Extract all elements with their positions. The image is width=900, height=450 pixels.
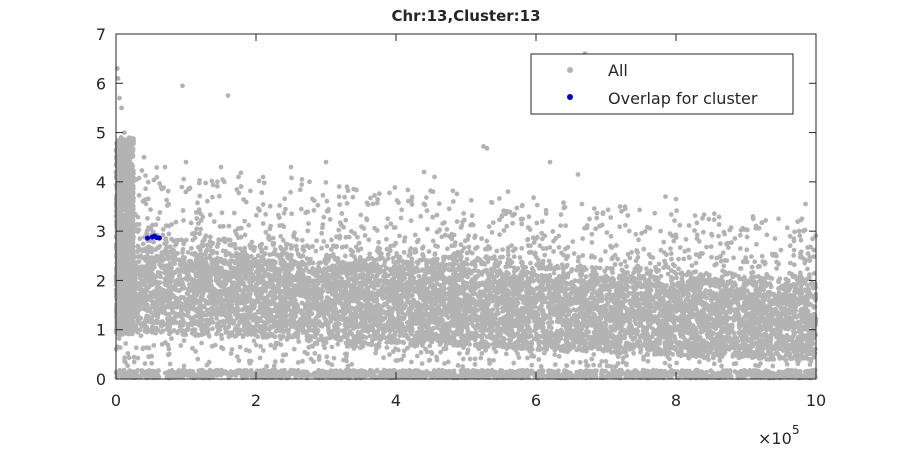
overlap-point bbox=[156, 235, 162, 241]
plot-frame bbox=[115, 33, 817, 380]
chart-title: Chr:13,Cluster:13 bbox=[391, 7, 540, 25]
series-all-dots bbox=[113, 51, 819, 381]
y-tick-label: 6 bbox=[96, 74, 106, 93]
legend: All Overlap for cluster bbox=[530, 53, 794, 115]
x-tick-label: 2 bbox=[251, 391, 261, 410]
y-axis: 0 1 2 3 4 5 6 7 bbox=[96, 25, 816, 389]
series-overlap-points bbox=[144, 233, 162, 241]
x-axis: 0 2 4 6 8 10 bbox=[111, 34, 826, 410]
y-tick-label: 2 bbox=[96, 271, 106, 290]
y-tick-label: 3 bbox=[96, 222, 106, 241]
legend-marker-overlap bbox=[567, 94, 573, 100]
x-tick-label: 4 bbox=[391, 391, 401, 410]
x-exponent: ×10 5 bbox=[758, 423, 800, 448]
legend-label-all: All bbox=[608, 61, 628, 80]
series-all-points bbox=[113, 51, 819, 381]
x-tick-label: 8 bbox=[671, 391, 681, 410]
y-tick-label: 4 bbox=[96, 173, 106, 192]
x-tick-label: 10 bbox=[806, 391, 826, 410]
y-tick-label: 7 bbox=[96, 25, 106, 44]
y-tick-label: 0 bbox=[96, 370, 106, 389]
x-tick-label: 0 bbox=[111, 391, 121, 410]
overlap-point bbox=[144, 235, 151, 241]
legend-box bbox=[530, 53, 794, 115]
x-exponent-base: ×10 bbox=[758, 429, 792, 448]
x-exponent-power: 5 bbox=[792, 423, 800, 437]
y-tick-label: 1 bbox=[96, 321, 106, 340]
y-tick-label: 5 bbox=[96, 124, 106, 143]
legend-label-overlap: Overlap for cluster bbox=[608, 89, 758, 108]
x-tick-label: 6 bbox=[531, 391, 541, 410]
legend-marker-all bbox=[567, 67, 573, 73]
